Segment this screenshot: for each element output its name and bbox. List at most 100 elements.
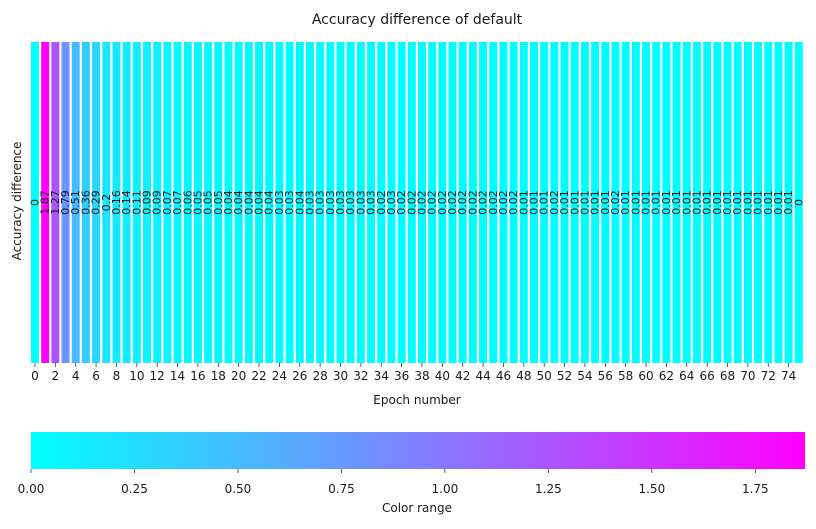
cell-value-label: 0.01	[721, 190, 734, 215]
heatmap-cell	[652, 42, 661, 363]
x-tick-label: 20	[231, 369, 246, 383]
cell-value-label: 0.04	[263, 190, 276, 215]
cell-value-label: 0.01	[517, 190, 530, 215]
cell-value-label: 0.09	[141, 190, 154, 215]
x-tick-label: 64	[679, 369, 694, 383]
cell-value-label: 0.02	[456, 190, 469, 215]
heatmap-cell	[580, 42, 589, 363]
x-tick-label: 42	[455, 369, 470, 383]
cell-value-label: 0.05	[191, 190, 204, 215]
cell-value-label: 0.01	[711, 190, 724, 215]
cell-value-label: 0.01	[578, 190, 591, 215]
colorbar-label: Color range	[382, 501, 452, 515]
x-tick-label: 62	[659, 369, 674, 383]
heatmap-cell	[326, 42, 335, 363]
x-tick-label: 52	[557, 369, 572, 383]
heatmap-cell	[71, 42, 80, 363]
x-tick-label: 44	[475, 369, 490, 383]
heatmap-cell	[295, 42, 304, 363]
x-tick-label: 4	[72, 369, 80, 383]
x-tick-label: 10	[129, 369, 144, 383]
heatmap-cell	[255, 42, 264, 363]
cell-value-label: 0.01	[589, 190, 602, 215]
colorbar-tick-label: 1.25	[535, 482, 562, 496]
heatmap-cell	[143, 42, 152, 363]
cell-value-label: 0.01	[599, 190, 612, 215]
heatmap-cell	[479, 42, 488, 363]
heatmap-cell	[692, 42, 701, 363]
x-tick-label: 50	[537, 369, 552, 383]
heatmap-cell	[183, 42, 192, 363]
heatmap-cell	[275, 42, 284, 363]
heatmap-cell	[754, 42, 763, 363]
heatmap-cell	[530, 42, 539, 363]
cell-value-label: 0.01	[619, 190, 632, 215]
colorbar-tick-label: 0.50	[225, 482, 252, 496]
cell-value-label: 0.03	[334, 190, 347, 215]
cell-value-label: 0.01	[741, 190, 754, 215]
cell-value-label: 0.01	[528, 190, 541, 215]
heatmap-cell	[621, 42, 630, 363]
x-tick-label: 38	[414, 369, 429, 383]
x-tick-label: 66	[700, 369, 715, 383]
x-tick-label: 28	[313, 369, 328, 383]
heatmap-cell	[428, 42, 437, 363]
heatmap-cell	[642, 42, 651, 363]
cell-value-label: 0.02	[497, 190, 510, 215]
x-tick-label: 8	[113, 369, 121, 383]
heatmap-cell	[81, 42, 90, 363]
x-tick-label: 58	[618, 369, 633, 383]
cell-value-label: 0.02	[477, 190, 490, 215]
cell-value-label: 0.2	[100, 194, 113, 212]
heatmap-cell	[31, 42, 39, 363]
heatmap-cell	[438, 42, 447, 363]
cell-value-label: 0.01	[660, 190, 673, 215]
heatmap-cell	[102, 42, 111, 363]
heatmap-cell	[550, 42, 559, 363]
heatmap-cell	[193, 42, 202, 363]
heatmap-cell-labels: 01.871.270.790.510.360.290.20.160.140.11…	[28, 190, 805, 215]
heatmap-cell	[153, 42, 162, 363]
x-tick-label: 54	[577, 369, 592, 383]
heatmap-cell	[387, 42, 396, 363]
x-tick-label: 6	[92, 369, 100, 383]
cell-value-label: 0.03	[283, 190, 296, 215]
x-tick-label: 26	[292, 369, 307, 383]
heatmap-cell	[682, 42, 691, 363]
cell-value-label: 0.01	[701, 190, 714, 215]
cell-value-label: 0.07	[161, 190, 174, 215]
chart-title: Accuracy difference of default	[312, 12, 523, 28]
cell-value-label: 0.04	[253, 190, 266, 215]
heatmap-cell	[285, 42, 294, 363]
cell-value-label: 0.04	[222, 190, 235, 215]
cell-value-label: 0.07	[171, 190, 184, 215]
colorbar-tick-label: 0.75	[328, 482, 355, 496]
heatmap-cell	[591, 42, 600, 363]
heatmap-cell	[214, 42, 223, 363]
cell-value-label: 0.02	[487, 190, 500, 215]
cell-value-label: 0.02	[446, 190, 459, 215]
heatmap-cell	[723, 42, 732, 363]
heatmap-cell	[499, 42, 508, 363]
x-tick-label: 12	[150, 369, 165, 383]
cell-value-label: 0.02	[548, 190, 561, 215]
colorbar-tick-label: 0.25	[121, 482, 148, 496]
heatmap-cell	[468, 42, 477, 363]
cell-value-label: 0.01	[640, 190, 653, 215]
heatmap-cell	[234, 42, 243, 363]
heatmap-cell	[346, 42, 355, 363]
x-tick-label: 0	[31, 369, 39, 383]
cell-value-label: 0.14	[120, 190, 133, 215]
x-tick-label: 46	[496, 369, 511, 383]
heatmap-cell	[784, 42, 793, 363]
cell-value-label: 0.01	[731, 190, 744, 215]
heatmap-cell	[316, 42, 325, 363]
x-tick-label: 70	[740, 369, 755, 383]
cell-value-label: 0.03	[354, 190, 367, 215]
cell-value-label: 0.09	[151, 190, 164, 215]
x-tick-label: 40	[435, 369, 450, 383]
cell-value-label: 0.02	[426, 190, 439, 215]
cell-value-label: 0.02	[405, 190, 418, 215]
